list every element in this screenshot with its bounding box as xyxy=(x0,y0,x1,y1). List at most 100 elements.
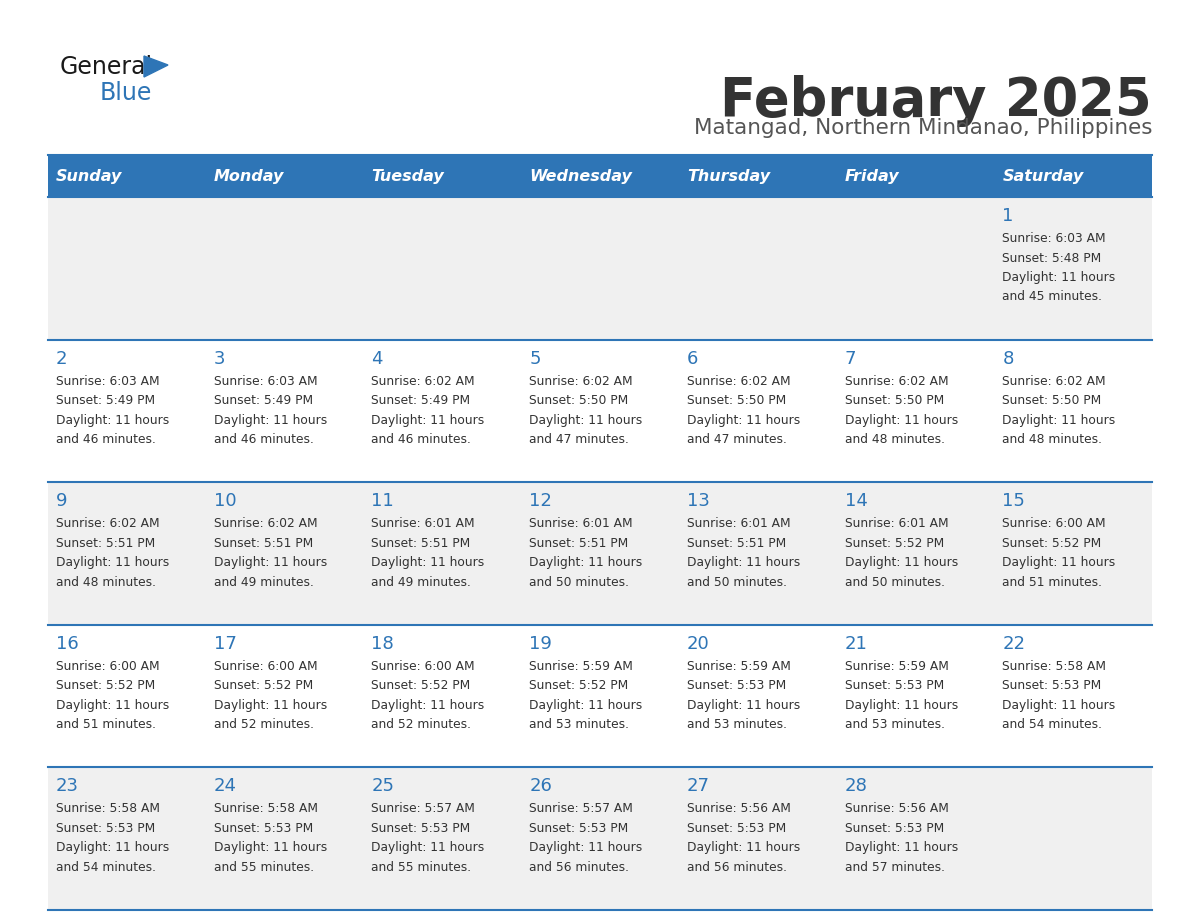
Text: Sunset: 5:50 PM: Sunset: 5:50 PM xyxy=(1003,394,1101,407)
Text: and 47 minutes.: and 47 minutes. xyxy=(687,433,786,446)
Text: and 50 minutes.: and 50 minutes. xyxy=(529,576,630,588)
Bar xyxy=(994,155,1152,197)
Text: and 51 minutes.: and 51 minutes. xyxy=(56,718,156,732)
Text: Daylight: 11 hours: Daylight: 11 hours xyxy=(214,414,327,427)
Text: Sunset: 5:50 PM: Sunset: 5:50 PM xyxy=(687,394,786,407)
Text: 7: 7 xyxy=(845,350,857,367)
Text: 22: 22 xyxy=(1003,635,1025,653)
Text: Sunrise: 5:56 AM: Sunrise: 5:56 AM xyxy=(687,802,791,815)
Text: Sunrise: 5:59 AM: Sunrise: 5:59 AM xyxy=(529,660,633,673)
Text: Daylight: 11 hours: Daylight: 11 hours xyxy=(845,556,958,569)
Text: Sunset: 5:52 PM: Sunset: 5:52 PM xyxy=(845,537,943,550)
Text: 17: 17 xyxy=(214,635,236,653)
Text: and 46 minutes.: and 46 minutes. xyxy=(56,433,156,446)
Text: Sunset: 5:51 PM: Sunset: 5:51 PM xyxy=(214,537,312,550)
Bar xyxy=(48,625,1152,767)
Text: Sunset: 5:51 PM: Sunset: 5:51 PM xyxy=(372,537,470,550)
Text: Friday: Friday xyxy=(845,169,899,184)
Text: Sunset: 5:53 PM: Sunset: 5:53 PM xyxy=(372,822,470,834)
Text: Daylight: 11 hours: Daylight: 11 hours xyxy=(214,699,327,711)
Text: General: General xyxy=(61,55,153,79)
Text: and 48 minutes.: and 48 minutes. xyxy=(845,433,944,446)
Text: Daylight: 11 hours: Daylight: 11 hours xyxy=(56,699,169,711)
Text: Sunset: 5:53 PM: Sunset: 5:53 PM xyxy=(687,822,786,834)
Bar xyxy=(836,155,994,197)
Text: Daylight: 11 hours: Daylight: 11 hours xyxy=(687,699,800,711)
Text: Sunset: 5:53 PM: Sunset: 5:53 PM xyxy=(214,822,312,834)
Text: Sunset: 5:52 PM: Sunset: 5:52 PM xyxy=(372,679,470,692)
Text: and 47 minutes.: and 47 minutes. xyxy=(529,433,628,446)
Text: Saturday: Saturday xyxy=(1003,169,1083,184)
Text: Daylight: 11 hours: Daylight: 11 hours xyxy=(372,842,485,855)
Text: 3: 3 xyxy=(214,350,226,367)
Text: 5: 5 xyxy=(529,350,541,367)
Text: Sunset: 5:49 PM: Sunset: 5:49 PM xyxy=(214,394,312,407)
Bar xyxy=(48,340,1152,482)
Text: Sunset: 5:52 PM: Sunset: 5:52 PM xyxy=(529,679,628,692)
Text: Sunrise: 5:59 AM: Sunrise: 5:59 AM xyxy=(845,660,948,673)
Text: Daylight: 11 hours: Daylight: 11 hours xyxy=(529,414,643,427)
Text: Sunrise: 6:02 AM: Sunrise: 6:02 AM xyxy=(1003,375,1106,387)
Text: Wednesday: Wednesday xyxy=(529,169,632,184)
Text: Sunset: 5:53 PM: Sunset: 5:53 PM xyxy=(1003,679,1101,692)
Text: Sunset: 5:49 PM: Sunset: 5:49 PM xyxy=(372,394,470,407)
Text: 12: 12 xyxy=(529,492,552,510)
Text: Sunrise: 5:59 AM: Sunrise: 5:59 AM xyxy=(687,660,791,673)
Text: 16: 16 xyxy=(56,635,78,653)
Text: and 50 minutes.: and 50 minutes. xyxy=(845,576,944,588)
Text: 26: 26 xyxy=(529,778,552,795)
Text: Sunset: 5:53 PM: Sunset: 5:53 PM xyxy=(56,822,156,834)
Text: 13: 13 xyxy=(687,492,709,510)
Text: Sunrise: 6:03 AM: Sunrise: 6:03 AM xyxy=(1003,232,1106,245)
Text: Sunrise: 5:57 AM: Sunrise: 5:57 AM xyxy=(529,802,633,815)
Text: Daylight: 11 hours: Daylight: 11 hours xyxy=(845,699,958,711)
Text: Sunset: 5:53 PM: Sunset: 5:53 PM xyxy=(845,822,943,834)
Text: Sunrise: 5:57 AM: Sunrise: 5:57 AM xyxy=(372,802,475,815)
Text: Daylight: 11 hours: Daylight: 11 hours xyxy=(1003,414,1116,427)
Text: and 49 minutes.: and 49 minutes. xyxy=(214,576,314,588)
Text: 24: 24 xyxy=(214,778,236,795)
Text: 9: 9 xyxy=(56,492,68,510)
Text: Sunset: 5:53 PM: Sunset: 5:53 PM xyxy=(529,822,628,834)
Text: Daylight: 11 hours: Daylight: 11 hours xyxy=(845,414,958,427)
Bar xyxy=(364,155,522,197)
Text: Sunrise: 6:01 AM: Sunrise: 6:01 AM xyxy=(372,517,475,531)
Text: Daylight: 11 hours: Daylight: 11 hours xyxy=(845,842,958,855)
Text: Sunrise: 6:03 AM: Sunrise: 6:03 AM xyxy=(56,375,159,387)
Text: and 46 minutes.: and 46 minutes. xyxy=(372,433,472,446)
Text: 25: 25 xyxy=(372,778,394,795)
Text: and 53 minutes.: and 53 minutes. xyxy=(845,718,944,732)
Text: Daylight: 11 hours: Daylight: 11 hours xyxy=(1003,271,1116,284)
Bar xyxy=(48,197,1152,340)
Text: and 56 minutes.: and 56 minutes. xyxy=(687,861,786,874)
Text: Sunset: 5:48 PM: Sunset: 5:48 PM xyxy=(1003,252,1101,264)
Text: Daylight: 11 hours: Daylight: 11 hours xyxy=(214,842,327,855)
Text: Sunset: 5:51 PM: Sunset: 5:51 PM xyxy=(56,537,156,550)
Text: Daylight: 11 hours: Daylight: 11 hours xyxy=(372,699,485,711)
Text: Daylight: 11 hours: Daylight: 11 hours xyxy=(372,414,485,427)
Text: and 48 minutes.: and 48 minutes. xyxy=(56,576,156,588)
Text: Sunset: 5:50 PM: Sunset: 5:50 PM xyxy=(845,394,943,407)
Text: Sunset: 5:53 PM: Sunset: 5:53 PM xyxy=(687,679,786,692)
Text: Daylight: 11 hours: Daylight: 11 hours xyxy=(372,556,485,569)
Text: Daylight: 11 hours: Daylight: 11 hours xyxy=(529,699,643,711)
Text: 6: 6 xyxy=(687,350,699,367)
Text: and 57 minutes.: and 57 minutes. xyxy=(845,861,944,874)
Text: Sunrise: 6:02 AM: Sunrise: 6:02 AM xyxy=(687,375,790,387)
Text: Sunrise: 5:56 AM: Sunrise: 5:56 AM xyxy=(845,802,948,815)
Text: Daylight: 11 hours: Daylight: 11 hours xyxy=(529,842,643,855)
Text: Sunrise: 5:58 AM: Sunrise: 5:58 AM xyxy=(1003,660,1106,673)
Text: Daylight: 11 hours: Daylight: 11 hours xyxy=(687,842,800,855)
Text: 20: 20 xyxy=(687,635,709,653)
Text: 23: 23 xyxy=(56,778,78,795)
Bar xyxy=(678,155,836,197)
Text: 18: 18 xyxy=(372,635,394,653)
Text: Sunset: 5:51 PM: Sunset: 5:51 PM xyxy=(529,537,628,550)
Text: Daylight: 11 hours: Daylight: 11 hours xyxy=(1003,556,1116,569)
Text: and 52 minutes.: and 52 minutes. xyxy=(214,718,314,732)
Text: 19: 19 xyxy=(529,635,552,653)
Text: 1: 1 xyxy=(1003,207,1013,225)
Text: 27: 27 xyxy=(687,778,710,795)
Text: and 54 minutes.: and 54 minutes. xyxy=(1003,718,1102,732)
Text: Sunset: 5:49 PM: Sunset: 5:49 PM xyxy=(56,394,156,407)
